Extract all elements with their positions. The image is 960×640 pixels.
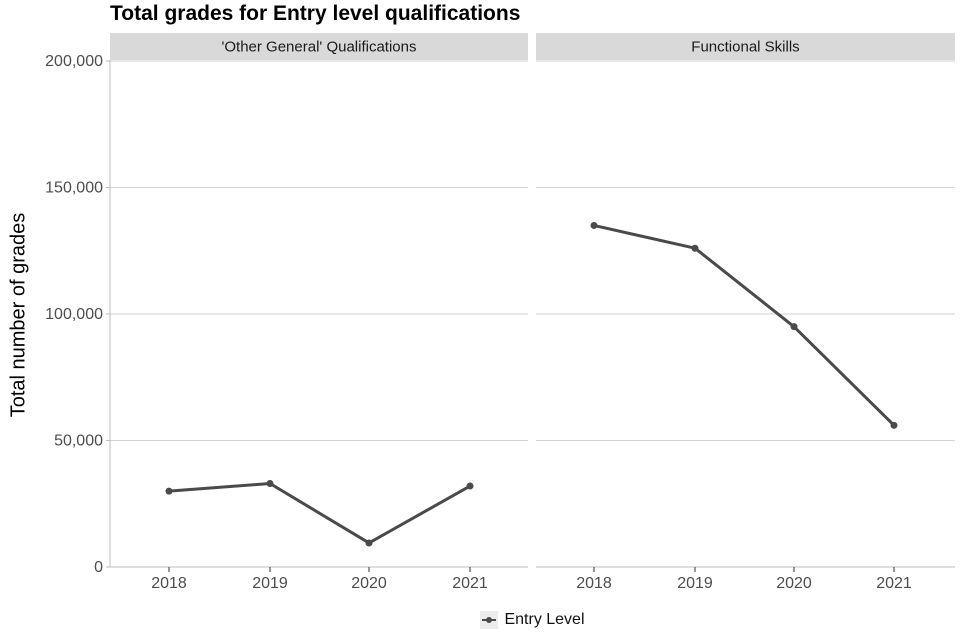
x-tick-label: 2020 [776, 575, 812, 592]
x-tick-label: 2018 [576, 575, 612, 592]
data-point [365, 539, 373, 547]
facet-strip [110, 33, 528, 60]
data-point [790, 323, 798, 331]
legend: Entry Level [110, 606, 955, 634]
x-tick-label: 2020 [351, 575, 387, 592]
data-point [691, 244, 699, 252]
data-point [266, 480, 274, 488]
y-tick-label: 100,000 [45, 306, 103, 323]
data-point [165, 487, 173, 495]
x-tick-label: 2018 [151, 575, 187, 592]
data-point [890, 421, 898, 429]
y-tick-label: 150,000 [45, 180, 103, 197]
data-line [593, 223, 896, 427]
x-tick-label: 2021 [452, 575, 488, 592]
legend-key-point [486, 617, 493, 623]
chart-title: Total grades for Entry level qualificati… [110, 2, 521, 25]
y-tick-label: 200,000 [45, 53, 103, 70]
facet-strip [536, 33, 955, 60]
legend-key-icon [480, 611, 499, 629]
data-point [466, 482, 474, 490]
y-tick-label: 50,000 [54, 433, 103, 450]
facet-strip-label: Functional Skills [691, 39, 799, 56]
x-tick-label: 2019 [677, 575, 713, 592]
data-line [168, 482, 471, 545]
data-point [590, 221, 598, 229]
legend-label: Entry Level [504, 611, 585, 628]
y-tick-label: 0 [94, 559, 103, 576]
x-tick-label: 2019 [252, 575, 288, 592]
facet-strip-label: 'Other General' Qualifications [222, 39, 417, 56]
x-tick-label: 2021 [876, 575, 912, 592]
